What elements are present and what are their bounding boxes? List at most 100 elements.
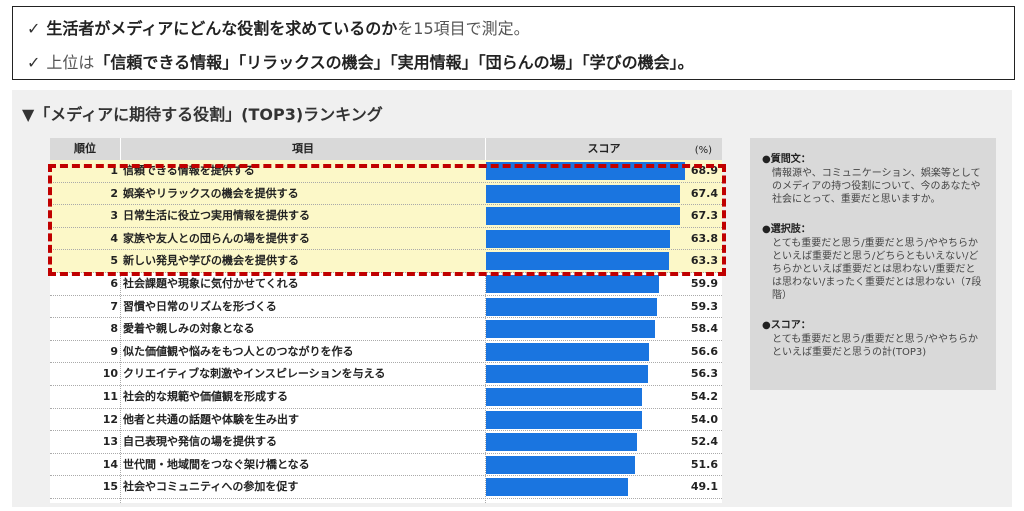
score-value: 58.4 (690, 322, 718, 336)
row-label: 社会的な規範や価値観を形成する (123, 390, 288, 403)
score-value: 59.9 (690, 277, 718, 290)
score-bar (486, 252, 669, 271)
summary-line-2-end: 。 (677, 53, 694, 72)
table-row: 6 社会課題や現象に気付かせてくれる 59.9 (50, 273, 722, 296)
notes-choices-heading: ●選択肢： (762, 224, 811, 235)
ranking-table: 順位 項目 スコア (%) 1 信頼できる情報を提供する 68.9 2 娯楽やリラックス… (50, 138, 722, 503)
score-value: 68.9 (690, 164, 718, 177)
row-rank: 7 (110, 299, 118, 313)
row-rank: 11 (102, 390, 118, 403)
score-value: 67.4 (690, 186, 718, 200)
column-divider (485, 160, 486, 503)
summary-line-1-bold: 生活者がメディアにどんな役割を求めているのか (46, 19, 398, 38)
score-bar (486, 455, 635, 474)
table-row: 11 社会的な規範や価値観を形成する 54.2 (50, 386, 722, 409)
score-value: 54.2 (690, 390, 718, 403)
summary-line-1-rest: を15項目で測定。 (397, 19, 530, 38)
score-value: 56.3 (690, 367, 718, 381)
row-label: 似た価値観や悩みをもつ人とのつながりを作る (123, 344, 354, 358)
score-bar (486, 478, 628, 497)
score-value: 59.3 (690, 299, 718, 313)
row-label: 自己表現や発信の場を提供する (123, 435, 277, 449)
header-score-label: スコア (587, 142, 621, 155)
header-unit: (%) (694, 145, 712, 156)
score-bar (486, 433, 638, 452)
row-label: 社会やコミュニティへの参加を促す (123, 480, 299, 494)
score-bar (486, 275, 659, 293)
row-label: 習慣や日常のリズムを形づくる (123, 299, 277, 313)
table-row: 10 クリエイティブな刺激やインスピレーションを与える 56.3 (50, 363, 722, 386)
summary-line-2: ✓ 上位は「信頼できる情報」「リラックスの機会」「実用情報」「団らんの場」「学びの… (27, 49, 694, 73)
score-bar (486, 365, 649, 384)
score-bar (486, 320, 655, 339)
section-title: ▼「メディアに期待する役割」(TOP3)ランキング (22, 105, 383, 124)
table-row: 9 似た価値観や悩みをもつ人とのつながりを作る 56.6 (50, 341, 722, 364)
header-item: 項目 (121, 138, 485, 160)
row-label: 世代間・地域間をつなぐ架け橋となる (123, 457, 310, 471)
row-label: 新しい発見や学びの機会を提供する (123, 254, 299, 268)
row-rank: 5 (110, 254, 118, 268)
score-value: 63.3 (690, 254, 718, 268)
table-row: 7 習慣や日常のリズムを形づくる 59.3 (50, 296, 722, 319)
row-label: 娯楽やリラックスの機会を提供する (123, 186, 299, 200)
score-bar (486, 388, 643, 406)
row-rank: 15 (102, 480, 118, 494)
row-rank: 4 (110, 231, 118, 245)
table-row: 13 自己表現や発信の場を提供する 52.4 (50, 431, 722, 454)
row-label: 信頼できる情報を提供する (123, 164, 255, 177)
score-value: 51.6 (690, 457, 718, 471)
row-rank: 3 (110, 209, 118, 223)
row-label: 愛着や親しみの対象となる (123, 322, 255, 336)
table-row: 2 娯楽やリラックスの機会を提供する 67.4 (50, 182, 722, 206)
table-row: 15 社会やコミュニティへの参加を促す 49.1 (50, 476, 722, 499)
score-value: 56.6 (690, 344, 718, 358)
row-rank: 9 (110, 344, 118, 358)
table-row: 3 日常生活に役立つ実用情報を提供する 67.3 (50, 205, 722, 228)
score-bar (486, 342, 650, 361)
row-label: 日常生活に役立つ実用情報を提供する (123, 209, 310, 223)
notes-choices-body: とても重要だと思う/重要だと思う/ややちらかといえば重要だと思う/どちらともいえ… (772, 238, 982, 301)
header-score: スコア (%) (486, 138, 722, 160)
score-value: 52.4 (690, 435, 718, 449)
table-row: 5 新しい発見や学びの機会を提供する 63.3 (50, 250, 722, 273)
summary-box: ✓ 生活者がメディアにどんな役割を求めているのかを15項目で測定。 ✓ 上位は「信頼… (12, 6, 1015, 80)
row-rank: 12 (102, 412, 118, 426)
score-bar (486, 410, 642, 429)
header-rank: 順位 (50, 138, 120, 160)
score-bar (486, 207, 681, 226)
row-rank: 1 (110, 164, 118, 177)
notes-score-heading: ●スコア： (762, 320, 811, 331)
table-row: 4 家族や友人との団らんの場を提供する 63.8 (50, 227, 722, 251)
score-value: 63.8 (690, 231, 718, 245)
row-label: 他者と共通の話題や体験を生み出す (123, 412, 299, 426)
row-label: 社会課題や現象に気付かせてくれる (123, 277, 299, 290)
score-value: 67.3 (690, 209, 718, 223)
row-rank: 13 (102, 435, 118, 449)
check-icon: ✓ (27, 19, 41, 38)
table-row: 12 他者と共通の話題や体験を生み出す 54.0 (50, 409, 722, 432)
score-bar (486, 229, 671, 248)
column-divider (120, 160, 121, 503)
table-row: 1 信頼できる情報を提供する 68.9 (50, 160, 722, 183)
table-row: 8 愛着や親しみの対象となる 58.4 (50, 318, 722, 341)
score-bar (486, 162, 685, 180)
row-rank: 8 (110, 322, 118, 336)
score-value: 49.1 (690, 480, 718, 494)
row-label: 家族や友人との団らんの場を提供する (123, 231, 310, 245)
row-rank: 6 (110, 277, 118, 290)
notes-box: ●質問文： 情報源や、コミュニケーション、娯楽等としてのメディアの持つ役割につい… (750, 138, 996, 390)
row-rank: 14 (102, 457, 118, 471)
summary-line-2-pre: 上位は (46, 53, 95, 72)
row-rank: 10 (102, 367, 118, 381)
row-rank: 2 (110, 186, 118, 200)
notes-score-body: とても重要だと思う/重要だと思う/ややちらかといえば重要だと思うの計(TOP3) (772, 334, 978, 358)
score-value: 54.0 (690, 412, 718, 426)
score-bar (486, 184, 681, 203)
row-label: クリエイティブな刺激やインスピレーションを与える (123, 367, 386, 381)
summary-line-1: ✓ 生活者がメディアにどんな役割を求めているのかを15項目で測定。 (27, 15, 530, 39)
notes-question-heading: ●質問文： (762, 154, 811, 165)
table-row: 14 世代間・地域間をつなぐ架け橋となる 51.6 (50, 454, 722, 477)
summary-line-2-bold: 「信頼できる情報」「リラックスの機会」「実用情報」「団らんの場」「学びの機会」 (94, 53, 678, 72)
score-bar (486, 297, 658, 316)
check-icon: ✓ (27, 53, 41, 72)
